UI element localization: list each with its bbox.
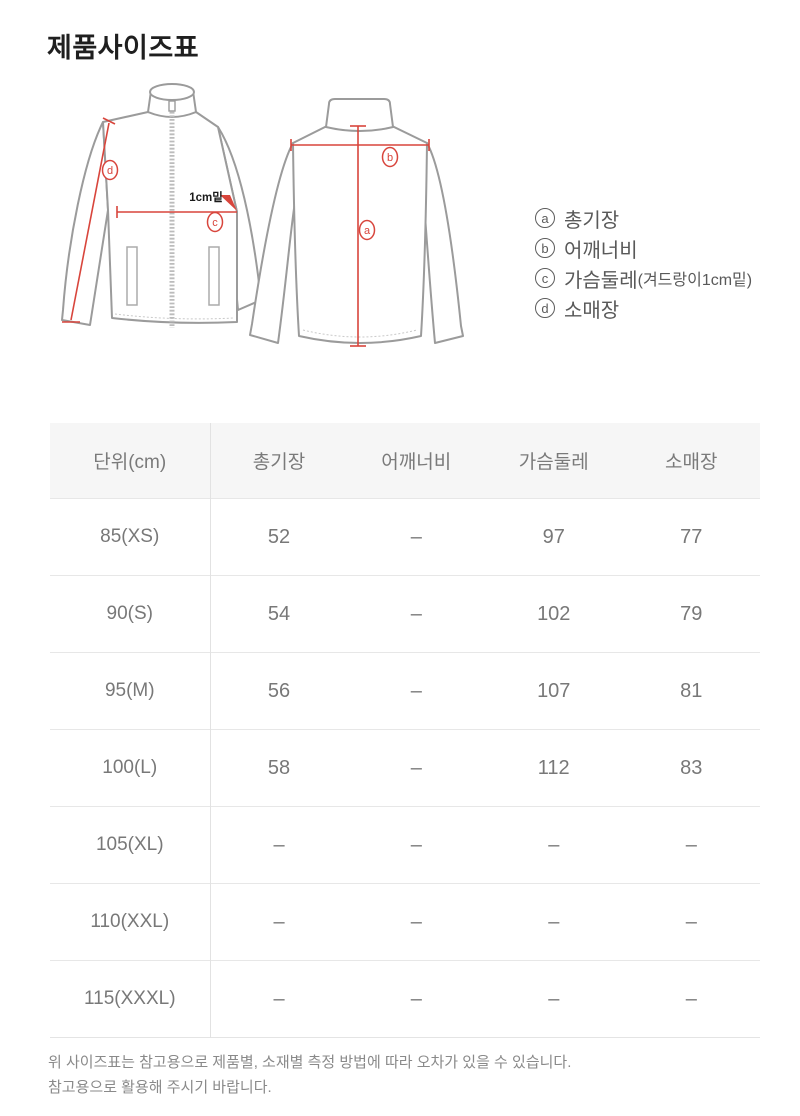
size-cell: 110(XXL) [50,883,211,961]
table-row: 105(XL) – – – – [50,806,760,884]
value-cell: – [347,652,485,730]
value-cell: – [347,729,485,807]
legend-item-b: b 어깨너비 [535,233,752,263]
value-cell: 83 [622,729,760,807]
value-cell: 97 [485,498,623,576]
value-cell: 77 [622,498,760,576]
back-jacket [249,98,464,344]
legend-item-d: d 소매장 [535,293,752,323]
size-cell: 115(XXXL) [50,960,211,1038]
value-cell: – [485,883,623,961]
value-cell: – [347,575,485,653]
zipper-pull [168,100,176,112]
table-row: 100(L) 58 – 112 83 [50,729,760,807]
value-cell: 54 [210,575,348,653]
value-cell: – [210,883,348,961]
value-cell: – [347,498,485,576]
back-collar [325,98,394,132]
header-total-length: 총기장 [210,423,348,499]
table-row: 110(XXL) – – – – [50,883,760,961]
legend-note-c: (겨드랑이1cm밑) [637,272,753,289]
size-cell: 105(XL) [50,806,211,884]
value-cell: – [347,883,485,961]
badge-a-letter: a [364,225,371,237]
diagram-letter-badges: d c b a [101,146,399,241]
header-shoulder-width: 어깨너비 [347,423,485,499]
back-hem-stitch [302,329,418,338]
legend-label-b: 어깨너비 [564,239,638,262]
value-cell: – [210,960,348,1038]
table-row: 115(XXXL) – – – – [50,960,760,1038]
size-cell: 85(XS) [50,498,211,576]
legend-circle-a: a [535,208,555,228]
value-cell: 107 [485,652,623,730]
back-right-sleeve [422,142,464,344]
value-cell: 56 [210,652,348,730]
legend-label-d: 소매장 [564,299,620,322]
header-chest: 가슴둘레 [485,423,623,499]
footer-notes: 위 사이즈표는 참고용으로 제품별, 소재별 측정 방법에 따라 오차가 있을 … [48,1050,571,1100]
right-pocket [208,246,220,306]
footer-note-line2: 참고용으로 활용해 주시기 바랍니다. [48,1079,272,1096]
table-row: 90(S) 54 – 102 79 [50,575,760,653]
badge-b-circle [381,146,399,168]
measure-line-d [70,122,110,321]
header-sleeve-length: 소매장 [622,423,760,499]
table-row: 85(XS) 52 – 97 77 [50,498,760,576]
value-cell: 58 [210,729,348,807]
legend-item-a: a 총기장 [535,203,752,233]
footer-note-line1: 위 사이즈표는 참고용으로 제품별, 소재별 측정 방법에 따라 오차가 있을 … [48,1054,572,1071]
header-unit: 단위(cm) [50,423,211,499]
armpit-arrow [220,195,237,211]
size-table: 단위(cm) 총기장 어깨너비 가슴둘레 소매장 85(XS) 52 – 97 … [50,423,760,1038]
left-pocket [126,246,138,306]
value-cell: 79 [622,575,760,653]
value-cell: – [485,806,623,884]
jacket-diagram-svg: 1cm밑 d c b a [61,83,464,347]
front-hem-stitch [114,313,235,320]
legend-item-c: c 가슴둘레 (겨드랑이1cm밑) [535,263,752,293]
value-cell: – [347,806,485,884]
size-cell: 95(M) [50,652,211,730]
front-left-sleeve [61,121,109,326]
badge-c-circle [206,211,224,233]
size-cell: 90(S) [50,575,211,653]
value-cell: 52 [210,498,348,576]
badge-a-circle [358,219,376,241]
back-left-sleeve [249,142,298,344]
annotation-1cm-below: 1cm밑 [189,191,223,204]
value-cell: – [347,960,485,1038]
value-cell: – [622,960,760,1038]
front-collar-opening [149,83,195,101]
badge-d-circle [101,159,119,181]
value-cell: 102 [485,575,623,653]
legend-circle-d: d [535,298,555,318]
value-cell: – [485,960,623,1038]
table-row: 95(M) 56 – 107 81 [50,652,760,730]
legend-circle-c: c [535,268,555,288]
badge-c-letter: c [212,217,218,229]
measure-line-d-top-tick [102,117,116,125]
page-title: 제품사이즈표 [47,33,200,64]
value-cell: 81 [622,652,760,730]
value-cell: – [622,883,760,961]
value-cell: – [210,806,348,884]
badge-d-letter: d [107,165,113,177]
table-header-row: 단위(cm) 총기장 어깨너비 가슴둘레 소매장 [50,423,760,499]
size-cell: 100(L) [50,729,211,807]
badge-b-letter: b [387,152,393,164]
value-cell: 112 [485,729,623,807]
legend-label-c: 가슴둘레 [564,269,638,292]
measurement-legend: a 총기장 b 어깨너비 c 가슴둘레 (겨드랑이1cm밑) d 소매장 [535,203,752,323]
legend-circle-b: b [535,238,555,258]
measurement-lines [62,117,430,347]
legend-label-a: 총기장 [564,209,620,232]
value-cell: – [622,806,760,884]
jacket-measurement-diagram: 1cm밑 d c b a [40,72,520,397]
